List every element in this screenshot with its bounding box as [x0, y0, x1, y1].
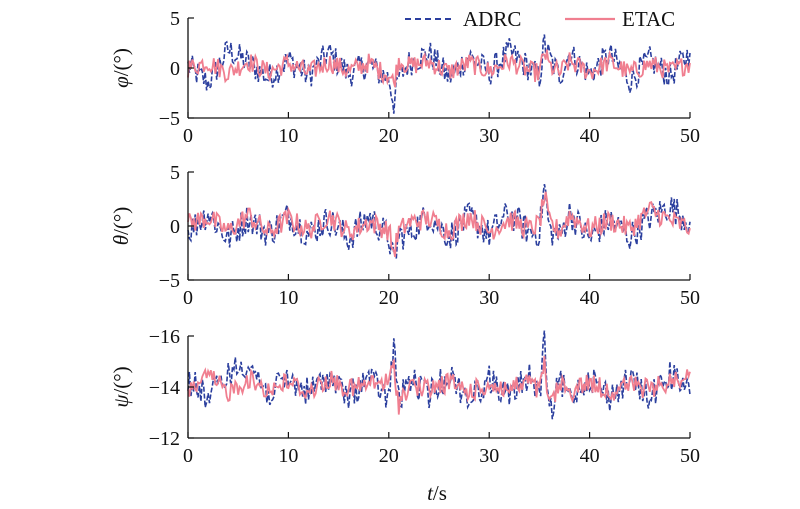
y-tick-label: −14 [149, 377, 180, 399]
y-tick-label: −5 [159, 108, 180, 130]
x-axis-label: t/s [427, 481, 447, 505]
x-tick-label: 0 [183, 125, 193, 147]
x-tick-label: 20 [379, 445, 399, 467]
x-tick-label: 0 [183, 287, 193, 309]
x-tick-label: 20 [379, 287, 399, 309]
x-tick-label: 10 [278, 287, 298, 309]
x-tick-label: 50 [680, 125, 700, 147]
x-tick-label: 0 [183, 445, 193, 467]
y-tick-label: 0 [170, 58, 180, 80]
series-adrc-line [187, 330, 691, 420]
y-axis-label: φ/(°) [109, 48, 133, 88]
x-tick-label: 40 [580, 445, 600, 467]
x-tick-label: 30 [479, 445, 499, 467]
legend-adrc-label: ADRC [463, 7, 521, 31]
y-tick-label: 0 [170, 216, 180, 238]
x-tick-label: 10 [278, 125, 298, 147]
y-tick-label: −16 [149, 326, 180, 348]
x-tick-label: 40 [580, 125, 600, 147]
x-tick-label: 30 [479, 125, 499, 147]
series-etac-line [187, 191, 691, 258]
y-axis-label: θ/(°) [109, 207, 133, 246]
y-tick-label: 5 [170, 8, 180, 30]
x-tick-label: 50 [680, 287, 700, 309]
y-tick-label: −5 [159, 270, 180, 292]
series-adrc-line [187, 34, 691, 114]
x-tick-label: 30 [479, 287, 499, 309]
x-tick-label: 40 [580, 287, 600, 309]
series-etac-line [187, 49, 691, 88]
x-tick-label: 50 [680, 445, 700, 467]
y-tick-label: 5 [170, 162, 180, 184]
panel-3: 0 10 20 30 40 50 −16 −14 −12 ψ/(°) [109, 326, 700, 467]
legend: ADRC ETAC [405, 7, 675, 31]
y-axis-label: ψ/(°) [109, 366, 133, 407]
x-tick-label: 20 [379, 125, 399, 147]
legend-etac-label: ETAC [622, 7, 675, 31]
series-adrc-line [187, 184, 691, 259]
x-tick-label: 10 [278, 445, 298, 467]
y-tick-label: −12 [149, 428, 180, 450]
series-etac-line [187, 355, 691, 415]
